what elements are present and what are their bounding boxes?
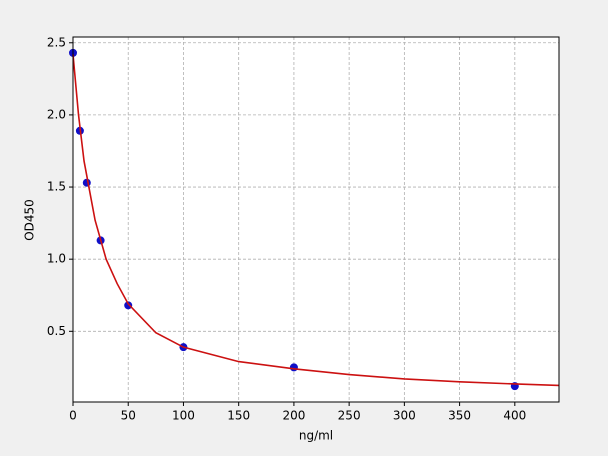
x-tick-label: 0: [69, 409, 77, 423]
plot-frame: [72, 36, 560, 403]
y-tick-label: 0.5: [47, 324, 66, 338]
data-point: [289, 363, 298, 372]
data-point: [124, 301, 133, 310]
x-tick-label: 350: [448, 409, 471, 423]
x-tick-label: 300: [393, 409, 416, 423]
y-tick-label: 2.0: [47, 107, 66, 121]
x-tick-label: 100: [172, 409, 195, 423]
y-tick-label: 1.0: [47, 252, 66, 266]
x-axis-label: ng/ml: [299, 429, 333, 443]
fit-curve: [72, 54, 560, 387]
y-axis-label: OD450: [23, 199, 37, 241]
y-tick-label: 2.5: [47, 35, 66, 49]
x-tick-label: 400: [503, 409, 526, 423]
x-tick-label: 200: [282, 409, 305, 423]
plot-background: [73, 37, 559, 402]
x-tick-label: 250: [338, 409, 361, 423]
x-tick-label: 50: [121, 409, 136, 423]
y-tick-label: 1.5: [47, 180, 66, 194]
x-tick-label: 150: [227, 409, 250, 423]
